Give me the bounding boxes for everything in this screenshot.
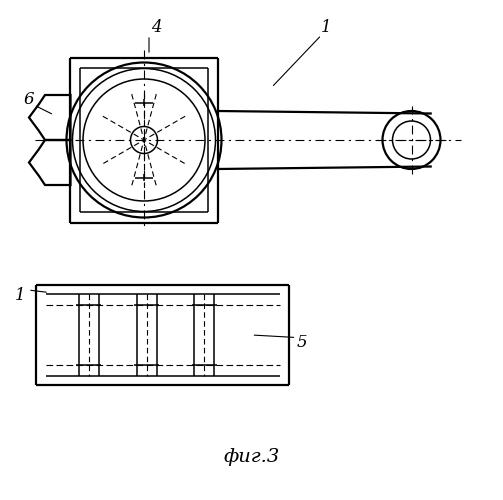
Text: 6: 6 — [24, 92, 34, 108]
Text: 1: 1 — [321, 19, 332, 36]
Text: 1: 1 — [15, 286, 26, 304]
Text: 4: 4 — [151, 19, 162, 36]
Text: фиг.3: фиг.3 — [223, 448, 280, 466]
Text: 5: 5 — [296, 334, 307, 351]
